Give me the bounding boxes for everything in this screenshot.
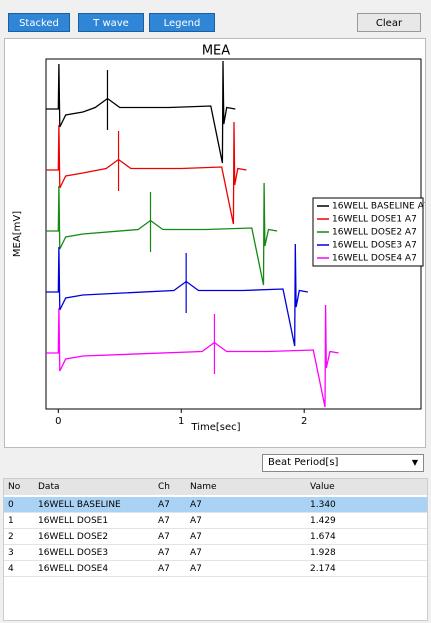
legend: 16WELL BASELINE A7 16WELL DOSE1 A7 16WELL … bbox=[312, 197, 425, 267]
results-table: No Data Ch Name Value 0 16WELL BASELINE A7 A7 1.3… bbox=[3, 478, 428, 621]
trace-line bbox=[46, 121, 247, 225]
table-cell: 16WELL BASELINE bbox=[38, 500, 121, 510]
table-cell: 3 bbox=[8, 548, 14, 558]
table-cell: 16WELL DOSE1 bbox=[38, 516, 109, 526]
table-cell: 1 bbox=[8, 516, 14, 526]
legend-label: 16WELL DOSE3 A7 bbox=[332, 241, 417, 251]
column-header: Name bbox=[190, 482, 217, 492]
table-row[interactable]: 4 16WELL DOSE4 A7 A7 2.174 bbox=[4, 561, 427, 577]
plot-area bbox=[46, 60, 339, 408]
table-cell: A7 bbox=[158, 500, 170, 510]
table-cell: 4 bbox=[8, 564, 14, 574]
trace-line bbox=[46, 182, 278, 286]
table-cell: 0 bbox=[8, 500, 14, 510]
trace-line bbox=[46, 304, 339, 408]
table-row[interactable]: 0 16WELL BASELINE A7 A7 1.340 bbox=[4, 497, 427, 513]
table-cell: A7 bbox=[158, 532, 170, 542]
table-cell: A7 bbox=[158, 516, 170, 526]
column-header: Ch bbox=[158, 482, 170, 492]
table-cell: 16WELL DOSE2 bbox=[38, 532, 109, 542]
legend-label: 16WELL DOSE4 A7 bbox=[332, 254, 417, 264]
table-cell: A7 bbox=[158, 548, 170, 558]
table-cell: A7 bbox=[190, 564, 202, 574]
table-cell: A7 bbox=[190, 548, 202, 558]
trace-line bbox=[46, 60, 236, 164]
table-cell: A7 bbox=[190, 500, 202, 510]
y-axis-label: MEA[mV] bbox=[12, 211, 23, 257]
table-cell: 1.340 bbox=[310, 500, 336, 510]
legend-box bbox=[312, 197, 424, 267]
table-header: No Data Ch Name Value bbox=[4, 479, 427, 495]
column-header: Value bbox=[310, 482, 335, 492]
dropdown-arrow: ▼ bbox=[411, 458, 418, 467]
table-row[interactable]: 2 16WELL DOSE2 A7 A7 1.674 bbox=[4, 529, 427, 545]
stacked-button[interactable]: Stacked bbox=[8, 13, 70, 32]
column-header: Data bbox=[38, 482, 60, 492]
metric-dropdown[interactable]: Beat Period[s] ▼ bbox=[262, 454, 424, 472]
table-cell: 2.174 bbox=[310, 564, 336, 574]
table-cell: A7 bbox=[190, 516, 202, 526]
table-row[interactable]: 3 16WELL DOSE3 A7 A7 1.928 bbox=[4, 545, 427, 561]
table-row[interactable]: 1 16WELL DOSE1 A7 A7 1.429 bbox=[4, 513, 427, 529]
legend-label: 16WELL BASELINE A7 bbox=[332, 202, 425, 212]
x-axis-label: Time[sec] bbox=[190, 422, 240, 433]
chart: MEA Time[sec] MEA[mV] 0 1 2 16WELL BASELINE… bbox=[12, 44, 425, 434]
table-cell: 16WELL DOSE3 bbox=[38, 548, 109, 558]
x-tick-label: 0 bbox=[55, 416, 61, 427]
legend-button[interactable]: Legend bbox=[149, 13, 215, 32]
legend-label: 16WELL DOSE1 A7 bbox=[332, 215, 417, 225]
legend-label: 16WELL DOSE2 A7 bbox=[332, 228, 417, 238]
table-cell: A7 bbox=[158, 564, 170, 574]
x-tick-label: 2 bbox=[301, 416, 307, 427]
clear-button[interactable]: Clear bbox=[357, 13, 421, 32]
t-wave-button[interactable]: T wave bbox=[78, 13, 144, 32]
table-cell: 16WELL DOSE4 bbox=[38, 564, 109, 574]
chart-panel: MEA Time[sec] MEA[mV] 0 1 2 16WELL BASELINE… bbox=[4, 38, 426, 448]
dropdown-label: Beat Period[s] bbox=[268, 457, 339, 468]
table-cell: 1.928 bbox=[310, 548, 336, 558]
trace-line bbox=[46, 243, 309, 347]
table-cell: 2 bbox=[8, 532, 14, 542]
table-cell: 1.429 bbox=[310, 516, 336, 526]
column-header: No bbox=[8, 482, 21, 492]
table-cell: 1.674 bbox=[310, 532, 336, 542]
x-tick-label: 1 bbox=[178, 416, 184, 427]
chart-title: MEA bbox=[202, 44, 230, 59]
table-cell: A7 bbox=[190, 532, 202, 542]
